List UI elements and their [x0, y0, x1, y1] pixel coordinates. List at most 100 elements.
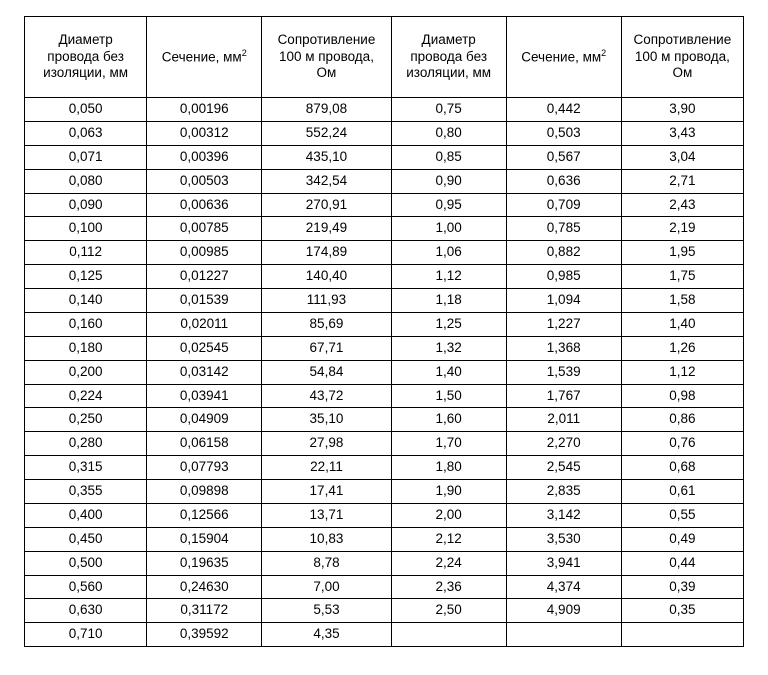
- column-header-s1: Сечение, мм2: [147, 17, 262, 98]
- cell-d2: 0,95: [391, 193, 506, 217]
- table-row: 0,2500,0490935,101,602,0110,86: [25, 408, 744, 432]
- table-row: 0,1120,00985174,891,060,8821,95: [25, 241, 744, 265]
- cell-d1: 0,500: [25, 551, 147, 575]
- cell-s2: 0,636: [506, 169, 621, 193]
- cell-d1: 0,180: [25, 336, 147, 360]
- table-header-row: Диаметрпровода безизоляции, ммСечение, м…: [25, 17, 744, 98]
- wire-reference-table: Диаметрпровода безизоляции, ммСечение, м…: [24, 16, 744, 647]
- cell-s2: 0,882: [506, 241, 621, 265]
- cell-d1: 0,400: [25, 503, 147, 527]
- table-row: 0,4500,1590410,832,123,5300,49: [25, 527, 744, 551]
- cell-d2: 2,24: [391, 551, 506, 575]
- cell-d2: 2,36: [391, 575, 506, 599]
- cell-r1: 27,98: [262, 432, 391, 456]
- cell-r1: 111,93: [262, 289, 391, 313]
- cell-d2: 1,18: [391, 289, 506, 313]
- table-row: 0,5000,196358,782,243,9410,44: [25, 551, 744, 575]
- cell-r2: 3,90: [621, 98, 743, 122]
- cell-r2: 2,71: [621, 169, 743, 193]
- cell-r1: 7,00: [262, 575, 391, 599]
- cell-d1: 0,280: [25, 432, 147, 456]
- cell-d2: 1,70: [391, 432, 506, 456]
- cell-d2: 1,90: [391, 480, 506, 504]
- cell-s1: 0,02545: [147, 336, 262, 360]
- cell-s1: 0,00985: [147, 241, 262, 265]
- cell-r2: 1,26: [621, 336, 743, 360]
- cell-d2: 2,12: [391, 527, 506, 551]
- cell-s1: 0,39592: [147, 623, 262, 647]
- cell-s1: 0,00196: [147, 98, 262, 122]
- cell-s1: 0,07793: [147, 456, 262, 480]
- cell-d1: 0,125: [25, 265, 147, 289]
- cell-r2: 0,49: [621, 527, 743, 551]
- cell-r2: 0,39: [621, 575, 743, 599]
- cell-d2: 2,00: [391, 503, 506, 527]
- cell-s1: 0,24630: [147, 575, 262, 599]
- cell-s2: 0,503: [506, 121, 621, 145]
- cell-d2: 1,50: [391, 384, 506, 408]
- cell-d1: 0,560: [25, 575, 147, 599]
- cell-d1: 0,140: [25, 289, 147, 313]
- cell-s1: 0,00312: [147, 121, 262, 145]
- cell-r2: 0,86: [621, 408, 743, 432]
- cell-s2: 2,545: [506, 456, 621, 480]
- cell-s2: 4,374: [506, 575, 621, 599]
- table-row: 0,3150,0779322,111,802,5450,68: [25, 456, 744, 480]
- cell-r1: 342,54: [262, 169, 391, 193]
- cell-r1: 4,35: [262, 623, 391, 647]
- cell-d2: 1,60: [391, 408, 506, 432]
- cell-d2: 1,25: [391, 312, 506, 336]
- cell-r2: 0,44: [621, 551, 743, 575]
- cell-d1: 0,100: [25, 217, 147, 241]
- cell-s1: 0,03142: [147, 360, 262, 384]
- cell-s1: 0,03941: [147, 384, 262, 408]
- cell-r1: 219,49: [262, 217, 391, 241]
- cell-s2: 3,941: [506, 551, 621, 575]
- cell-s2: 1,539: [506, 360, 621, 384]
- cell-r2: 2,19: [621, 217, 743, 241]
- cell-s1: 0,19635: [147, 551, 262, 575]
- cell-s1: 0,04909: [147, 408, 262, 432]
- column-header-s2: Сечение, мм2: [506, 17, 621, 98]
- cell-d1: 0,710: [25, 623, 147, 647]
- cell-s2: 3,142: [506, 503, 621, 527]
- table-row: 0,2800,0615827,981,702,2700,76: [25, 432, 744, 456]
- cell-s2: 2,011: [506, 408, 621, 432]
- cell-s1: 0,00636: [147, 193, 262, 217]
- cell-s2: 0,442: [506, 98, 621, 122]
- cell-d1: 0,063: [25, 121, 147, 145]
- cell-r1: 17,41: [262, 480, 391, 504]
- cell-r1: 5,53: [262, 599, 391, 623]
- cell-r1: 22,11: [262, 456, 391, 480]
- cell-d2: 1,06: [391, 241, 506, 265]
- cell-d2: 1,00: [391, 217, 506, 241]
- table-row: 0,1800,0254567,711,321,3681,26: [25, 336, 744, 360]
- cell-s2: 0,985: [506, 265, 621, 289]
- cell-r2: 0,68: [621, 456, 743, 480]
- cell-r2: 1,40: [621, 312, 743, 336]
- cell-s1: 0,09898: [147, 480, 262, 504]
- cell-s1: 0,06158: [147, 432, 262, 456]
- cell-r1: 54,84: [262, 360, 391, 384]
- cell-d1: 0,630: [25, 599, 147, 623]
- cell-d2: 1,32: [391, 336, 506, 360]
- cell-d2: 0,80: [391, 121, 506, 145]
- table-row: 0,7100,395924,35: [25, 623, 744, 647]
- cell-s2: 0,785: [506, 217, 621, 241]
- table-row: 0,6300,311725,532,504,9090,35: [25, 599, 744, 623]
- cell-d2: 0,90: [391, 169, 506, 193]
- cell-r2: 1,95: [621, 241, 743, 265]
- table-row: 0,5600,246307,002,364,3740,39: [25, 575, 744, 599]
- cell-r1: 552,24: [262, 121, 391, 145]
- table-row: 0,3550,0989817,411,902,8350,61: [25, 480, 744, 504]
- cell-r2: 0,61: [621, 480, 743, 504]
- cell-s2: 1,227: [506, 312, 621, 336]
- cell-s2: [506, 623, 621, 647]
- cell-s2: 1,767: [506, 384, 621, 408]
- table-row: 0,4000,1256613,712,003,1420,55: [25, 503, 744, 527]
- cell-r2: 1,12: [621, 360, 743, 384]
- cell-r1: 140,40: [262, 265, 391, 289]
- cell-s1: 0,00396: [147, 145, 262, 169]
- cell-r2: 1,75: [621, 265, 743, 289]
- cell-s1: 0,12566: [147, 503, 262, 527]
